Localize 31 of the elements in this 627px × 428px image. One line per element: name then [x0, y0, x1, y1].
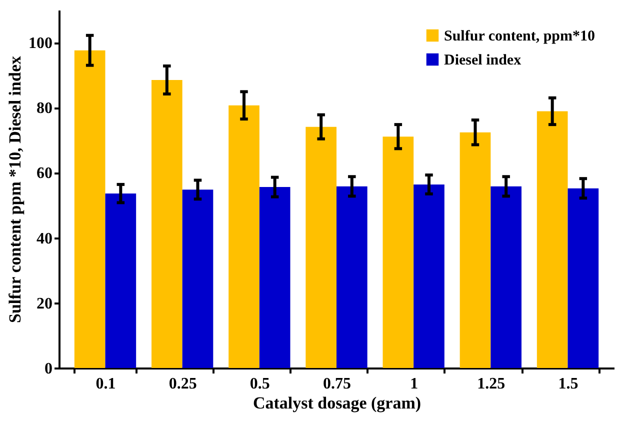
- bar: [152, 80, 182, 368]
- x-axis-title: Catalyst dosage (gram): [252, 394, 422, 412]
- bar: [382, 136, 414, 368]
- bar: [259, 187, 290, 368]
- x-tick-label: 1.25: [477, 376, 506, 392]
- bar: [182, 190, 214, 368]
- bar: [105, 194, 136, 368]
- bar: [228, 105, 260, 368]
- x-tick-label: 1.5: [558, 376, 578, 392]
- y-tick-label: 60: [36, 165, 52, 182]
- legend-label: Sulfur content, ppm*10: [444, 28, 595, 44]
- bar: [336, 186, 368, 368]
- bar: [536, 111, 568, 368]
- y-tick-label: 20: [36, 295, 52, 312]
- y-tick-label: 80: [36, 100, 52, 118]
- y-tick-label: 40: [36, 230, 52, 248]
- x-tick-label: 0.25: [168, 376, 197, 392]
- y-axis-title: Sulfur content ppm *10, Diesel index: [6, 56, 24, 323]
- x-tick-label: 0.1: [96, 376, 116, 392]
- bar: [568, 188, 599, 368]
- y-tick-label: 0: [44, 360, 52, 378]
- x-tick-label: 0.5: [250, 376, 270, 392]
- bar: [414, 184, 444, 368]
- y-tick-label: 100: [28, 35, 52, 52]
- legend-label: Diesel index: [444, 52, 522, 68]
- bar: [460, 132, 491, 368]
- x-tick-label: 1: [410, 376, 418, 392]
- bar: [490, 186, 522, 368]
- bar: [306, 126, 336, 368]
- x-tick-label: 0.75: [323, 376, 351, 392]
- bar: [74, 50, 106, 368]
